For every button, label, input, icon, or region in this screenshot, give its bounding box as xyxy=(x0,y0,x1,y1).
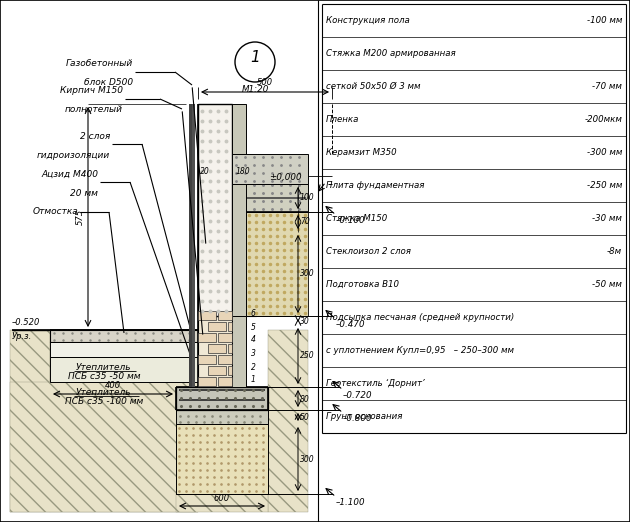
Text: -30 мм: -30 мм xyxy=(592,214,622,223)
Text: –0.720: –0.720 xyxy=(343,391,372,400)
Text: 600: 600 xyxy=(214,494,230,503)
Text: 2: 2 xyxy=(251,362,256,372)
Text: –0.470: –0.470 xyxy=(336,320,365,329)
Bar xyxy=(198,333,216,342)
Text: Плита фундаментная: Плита фундаментная xyxy=(326,181,425,190)
Bar xyxy=(232,184,308,212)
Text: Отмостка: Отмостка xyxy=(32,208,78,217)
Text: -70 мм: -70 мм xyxy=(592,82,622,91)
Text: 30: 30 xyxy=(300,316,310,326)
Bar xyxy=(50,342,198,512)
Bar xyxy=(232,104,246,316)
Text: 400: 400 xyxy=(105,381,121,390)
Bar xyxy=(10,330,50,512)
Text: -300 мм: -300 мм xyxy=(587,148,622,157)
Text: Ацзид М400: Ацзид М400 xyxy=(41,170,98,179)
Text: –1.100: –1.100 xyxy=(336,498,365,507)
Text: Ур.з.: Ур.з. xyxy=(12,332,32,341)
Text: 20: 20 xyxy=(200,167,210,175)
Bar xyxy=(50,330,198,342)
Bar xyxy=(198,377,216,386)
Text: -50 мм: -50 мм xyxy=(592,280,622,289)
Bar xyxy=(228,322,232,331)
Text: -8м: -8м xyxy=(607,247,622,256)
Text: Геотекстиль ‘Дорнит’: Геотекстиль ‘Дорнит’ xyxy=(326,379,425,388)
Text: ±0,000: ±0,000 xyxy=(270,173,302,182)
Text: 500: 500 xyxy=(257,78,273,87)
Text: Стяжка М200 армированная: Стяжка М200 армированная xyxy=(326,49,455,58)
Text: –0.800: –0.800 xyxy=(343,414,372,423)
Bar xyxy=(232,154,308,184)
Text: –0.100: –0.100 xyxy=(336,216,365,225)
Text: 180: 180 xyxy=(236,167,251,175)
Text: -250 мм: -250 мм xyxy=(587,181,622,190)
Text: 6: 6 xyxy=(251,310,256,318)
Bar xyxy=(228,366,232,375)
Bar xyxy=(176,410,268,424)
Text: 50: 50 xyxy=(300,412,310,421)
Text: –0.520: –0.520 xyxy=(12,318,40,327)
Text: 70: 70 xyxy=(300,218,310,227)
Bar xyxy=(198,104,232,316)
Text: полнотелый: полнотелый xyxy=(65,105,123,114)
Bar xyxy=(208,344,226,353)
Bar xyxy=(198,316,232,387)
Text: Конструкция пола: Конструкция пола xyxy=(326,16,410,25)
Text: Газобетонный: Газобетонный xyxy=(66,59,133,68)
Text: ПСБ с35 -50 мм: ПСБ с35 -50 мм xyxy=(68,372,140,381)
Bar xyxy=(232,316,246,387)
Bar xyxy=(176,424,268,494)
Text: 20 мм: 20 мм xyxy=(70,189,98,198)
Text: с уплотнением Купл=0,95   – 250–300 мм: с уплотнением Купл=0,95 – 250–300 мм xyxy=(326,346,514,355)
Text: 5: 5 xyxy=(251,323,256,331)
Bar xyxy=(218,311,232,320)
Bar xyxy=(176,494,268,512)
Text: 300: 300 xyxy=(300,269,314,279)
Text: 250: 250 xyxy=(300,351,314,361)
Text: 4: 4 xyxy=(251,336,256,345)
Text: -200мкм: -200мкм xyxy=(584,115,622,124)
Bar xyxy=(208,366,226,375)
Text: Кирпич М150: Кирпич М150 xyxy=(60,86,123,95)
Text: 1: 1 xyxy=(251,374,256,384)
Text: 3: 3 xyxy=(251,350,256,359)
Text: ПСБ с35 -100 мм: ПСБ с35 -100 мм xyxy=(65,397,143,406)
Text: 100: 100 xyxy=(300,194,314,203)
Text: Стяжка М150: Стяжка М150 xyxy=(326,214,387,223)
Bar xyxy=(198,311,216,320)
Text: Утеплитель: Утеплитель xyxy=(76,388,132,397)
Text: 300: 300 xyxy=(300,455,314,464)
Bar xyxy=(192,104,195,387)
Text: блок D500: блок D500 xyxy=(84,78,133,87)
Text: Стеклоизол 2 слоя: Стеклоизол 2 слоя xyxy=(326,247,411,256)
Bar xyxy=(228,344,232,353)
Text: Пленка: Пленка xyxy=(326,115,359,124)
Bar xyxy=(198,355,216,364)
Text: гидроизоляции: гидроизоляции xyxy=(37,151,110,160)
Bar xyxy=(218,333,232,342)
Bar xyxy=(268,330,308,512)
Text: 1: 1 xyxy=(250,51,260,65)
Bar xyxy=(189,104,192,387)
Bar xyxy=(218,377,232,386)
Text: Подготовка В10: Подготовка В10 xyxy=(326,280,399,289)
Text: Грунт основания: Грунт основания xyxy=(326,412,403,421)
Bar xyxy=(50,342,198,357)
Text: Керамзит М350: Керамзит М350 xyxy=(326,148,397,157)
Text: -100 мм: -100 мм xyxy=(587,16,622,25)
Bar xyxy=(10,382,198,512)
Bar xyxy=(218,355,232,364)
Bar xyxy=(50,357,198,382)
Text: М1:20: М1:20 xyxy=(241,86,268,94)
Text: 575: 575 xyxy=(76,209,85,225)
Bar xyxy=(208,322,226,331)
Text: Утеплитель: Утеплитель xyxy=(76,363,132,372)
Text: 80: 80 xyxy=(300,395,310,404)
Text: Подсыпка песчаная (средней крупности): Подсыпка песчаная (средней крупности) xyxy=(326,313,514,322)
Text: 2 слоя: 2 слоя xyxy=(80,132,110,141)
Bar xyxy=(232,212,308,316)
Text: сеткой 50х50 Ø 3 мм: сеткой 50х50 Ø 3 мм xyxy=(326,82,420,91)
Bar xyxy=(176,387,268,410)
